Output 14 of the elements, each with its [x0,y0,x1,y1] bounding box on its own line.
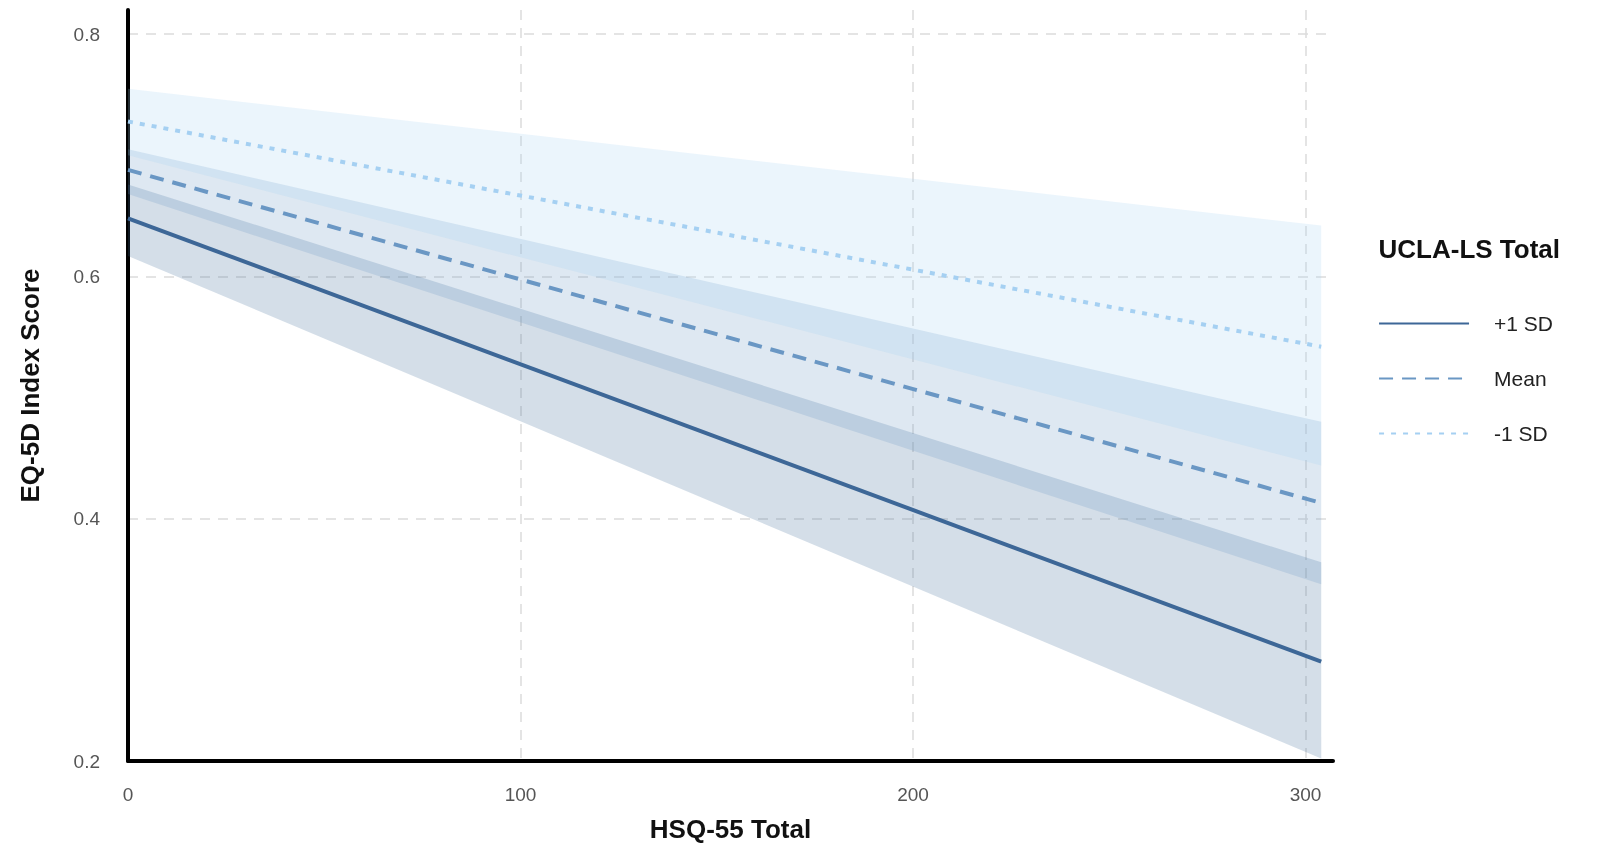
legend-label: Mean [1494,367,1547,390]
y-tick-label: 0.6 [73,265,100,287]
x-tick-label: 200 [897,784,929,805]
x-tick-label: 0 [122,784,134,805]
legend-title: UCLA-LS Total [1378,234,1561,264]
x-axis-title: HSQ-55 Total [649,814,812,844]
legend-label: +1 SD [1494,312,1553,335]
x-tick-label: 300 [1289,784,1322,805]
x-tick-label: 100 [504,784,537,805]
legend-label: -1 SD [1494,422,1548,445]
y-tick-label: 0.2 [73,750,100,772]
y-tick-label: 0.8 [73,23,100,45]
y-axis-title: EQ-5D Index Score [15,268,45,503]
y-tick-label: 0.4 [73,508,101,530]
